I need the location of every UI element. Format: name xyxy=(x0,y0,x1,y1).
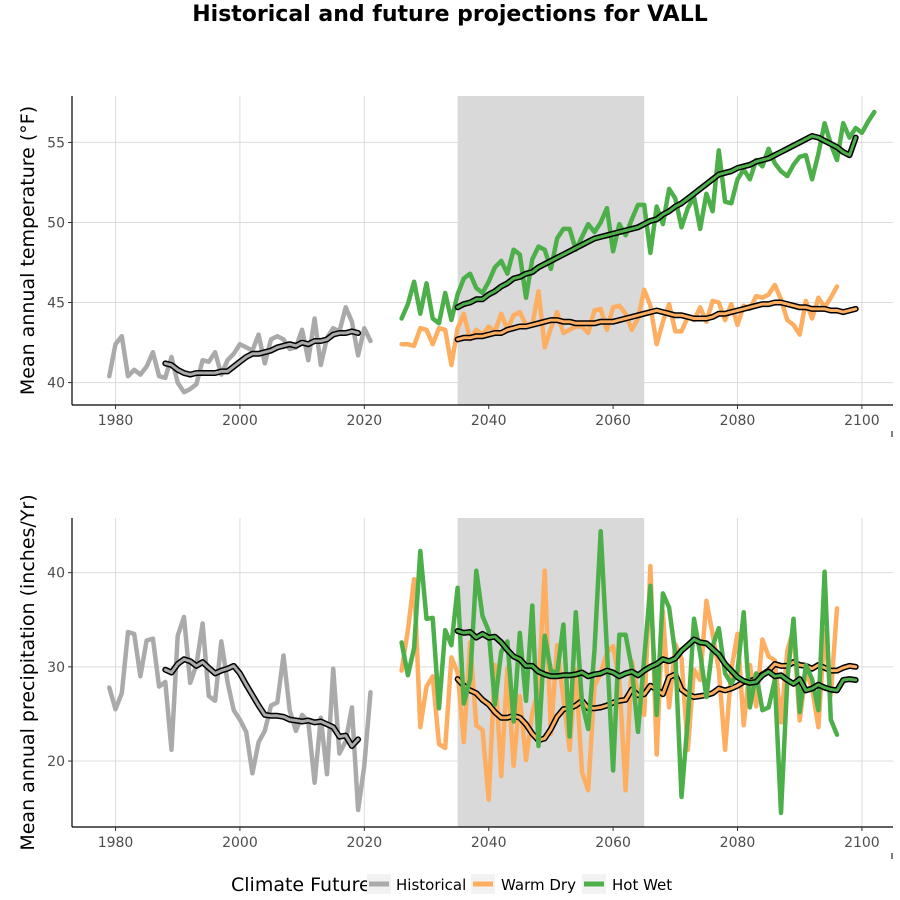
legend-label-historical: Historical xyxy=(396,876,466,894)
hot-wet-smoothed-line xyxy=(456,134,858,309)
x-tick-label: 2040 xyxy=(471,413,507,429)
x-tick-label: 2080 xyxy=(720,835,756,851)
y-tick-label: 55 xyxy=(47,135,65,151)
y-axis-label: Mean annual temperature (°F) xyxy=(17,106,39,395)
warm-dry-smoothed-line xyxy=(456,301,858,341)
x-tick-label: 2040 xyxy=(471,835,507,851)
x-tick-label: 2100 xyxy=(844,413,880,429)
x-tick-label: 1980 xyxy=(98,413,134,429)
y-tick-label: 45 xyxy=(47,296,65,312)
chart-title: Historical and future projections for VA… xyxy=(192,2,708,27)
historical-smoothed-line xyxy=(163,657,360,748)
x-tick-label: 1980 xyxy=(98,835,134,851)
historical-smoothed-line xyxy=(163,329,360,377)
x-tick-label: 2060 xyxy=(595,835,631,851)
y-axis-label: Mean annual precipitation (inches/Yr) xyxy=(17,494,39,850)
x-tick-label: 2080 xyxy=(720,413,756,429)
x-tick-label: 2000 xyxy=(222,835,258,851)
y-tick-label: 50 xyxy=(47,215,65,231)
x-tick-label: 2000 xyxy=(222,413,258,429)
legend-label-warm-dry: Warm Dry xyxy=(501,876,576,894)
y-tick-label: 30 xyxy=(47,660,65,676)
temperature-panel: 1980 2000 2020 2040 2060 2080 2100 40 45 50 55 Mean… xyxy=(17,96,893,437)
precipitation-panel: 1980 2000 2020 2040 2060 2080 2100 20 30 40 Mean a… xyxy=(17,494,893,859)
hot-wet-series-line xyxy=(399,109,877,326)
y-tick-label: 20 xyxy=(47,754,65,770)
y-tick-label: 40 xyxy=(47,376,65,392)
shaded-period xyxy=(457,96,645,405)
hot-wet-series-line xyxy=(399,528,840,816)
x-tick-label: 2020 xyxy=(347,413,383,429)
y-tick-label: 40 xyxy=(47,566,65,582)
x-tick-label: 2020 xyxy=(347,835,383,851)
hot-wet-smoothed-line xyxy=(456,629,858,692)
x-tick-label: 2060 xyxy=(595,413,631,429)
legend: Climate Future Historical Warm Dry Hot Wet xyxy=(231,874,672,896)
warm-dry-series-line xyxy=(399,282,840,368)
x-tick-label: 2100 xyxy=(844,835,880,851)
legend-label-hot-wet: Hot Wet xyxy=(612,876,672,894)
legend-title: Climate Future xyxy=(231,874,371,896)
historical-series-line xyxy=(107,614,373,813)
